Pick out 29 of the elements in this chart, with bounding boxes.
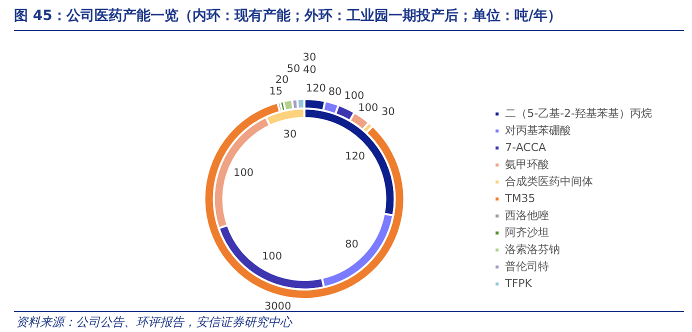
data-label: 20: [275, 74, 289, 86]
chart-title: 图 45：公司医药产能一览（内环：现有产能；外环：工业园一期投产后；单位：吨/年）: [14, 7, 562, 25]
data-label: 120: [306, 82, 326, 94]
data-label: 3000: [264, 300, 292, 313]
legend-label: TFPK: [504, 276, 533, 290]
legend-label: 普伦司特: [505, 260, 550, 273]
legend-label: 阿齐沙坦: [505, 226, 550, 239]
data-label: 50: [286, 62, 300, 75]
data-label: 100: [262, 250, 282, 262]
legend-label: TM35: [504, 192, 536, 205]
data-label: 15: [269, 85, 283, 98]
legend-label: 洛索洛芬钠: [505, 242, 560, 256]
legend-label: 西洛他唑: [505, 208, 550, 222]
data-label: 80: [328, 86, 342, 98]
data-label: 30: [302, 51, 316, 64]
legend-label: 对丙基苯硼酸: [505, 124, 572, 137]
data-label: 30: [382, 106, 395, 118]
data-label: 80: [345, 238, 358, 251]
data-label: 100: [344, 90, 364, 102]
data-label: 100: [234, 166, 254, 179]
data-label: 100: [358, 102, 378, 114]
data-label: 30: [283, 128, 297, 140]
legend-label: 氨甲环酸: [505, 158, 550, 171]
legend-label: 合成类医药中间体: [505, 174, 594, 188]
legend-label: 二（5-乙基-2-羟基苯基）丙烷: [505, 106, 652, 120]
text: 资料来源：公司公告、环评报告，安信证券研究中心: [16, 314, 292, 331]
data-label: 40: [303, 64, 316, 76]
legend-label: 7-ACCA: [505, 140, 547, 154]
data-label: 120: [345, 150, 366, 163]
